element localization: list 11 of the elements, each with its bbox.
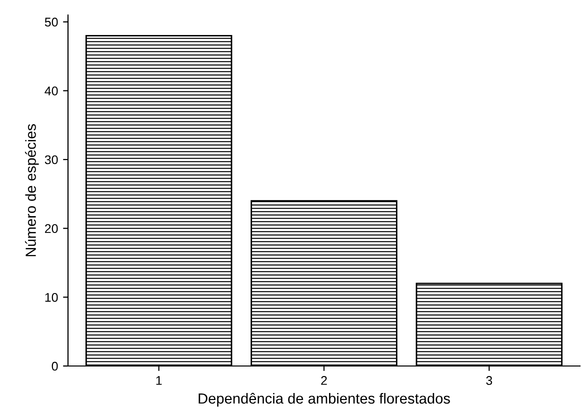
y-axis-title: Número de espécies [25, 124, 39, 256]
y-tick-label: 0 [52, 362, 58, 371]
y-tick-label: 40 [44, 86, 58, 96]
y-tick-label: 30 [44, 155, 58, 164]
x-tick-label: 1 [156, 376, 162, 385]
y-tick-label: 50 [44, 18, 58, 27]
x-tick-label: 2 [321, 376, 327, 385]
x-axis-title: Dependência de ambientes florestados [198, 392, 450, 407]
y-tick-label: 20 [45, 224, 58, 234]
x-tick-label: 3 [486, 376, 492, 385]
y-tick-label: 10 [45, 292, 58, 302]
